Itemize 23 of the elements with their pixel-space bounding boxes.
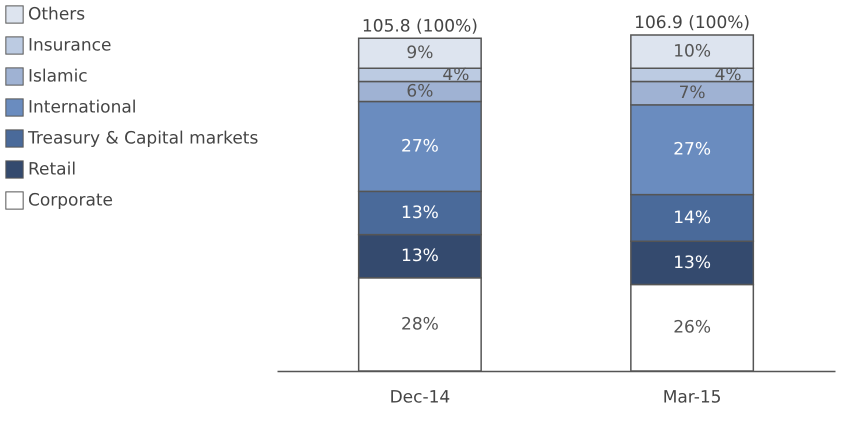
data-label: 7% [678,83,706,104]
legend-label: Others [28,4,86,24]
legend-label: International [28,98,136,118]
legend-label: Corporate [28,190,113,210]
data-label: 10% [673,42,711,62]
total-label: 106.9 (100%) [634,12,750,33]
legend-label: Islamic [28,66,88,86]
total-label: 105.8 (100%) [362,16,478,36]
x-tick-label: Mar-15 [662,388,722,408]
data-label: 14% [673,208,711,228]
legend-label: Insurance [28,36,112,56]
data-label: 27% [401,136,439,156]
data-label: 13% [401,246,439,266]
data-label: 27% [673,140,711,160]
data-label: 13% [673,252,711,273]
data-label: 13% [401,202,439,223]
x-tick-label: Dec-14 [390,388,450,408]
data-label: 28% [401,314,439,334]
data-label: 9% [406,43,434,64]
legend-label: Retail [28,160,76,180]
data-label: 26% [673,318,711,338]
data-label: 6% [406,82,434,102]
legend-label: Treasury & Capital markets [27,128,258,148]
